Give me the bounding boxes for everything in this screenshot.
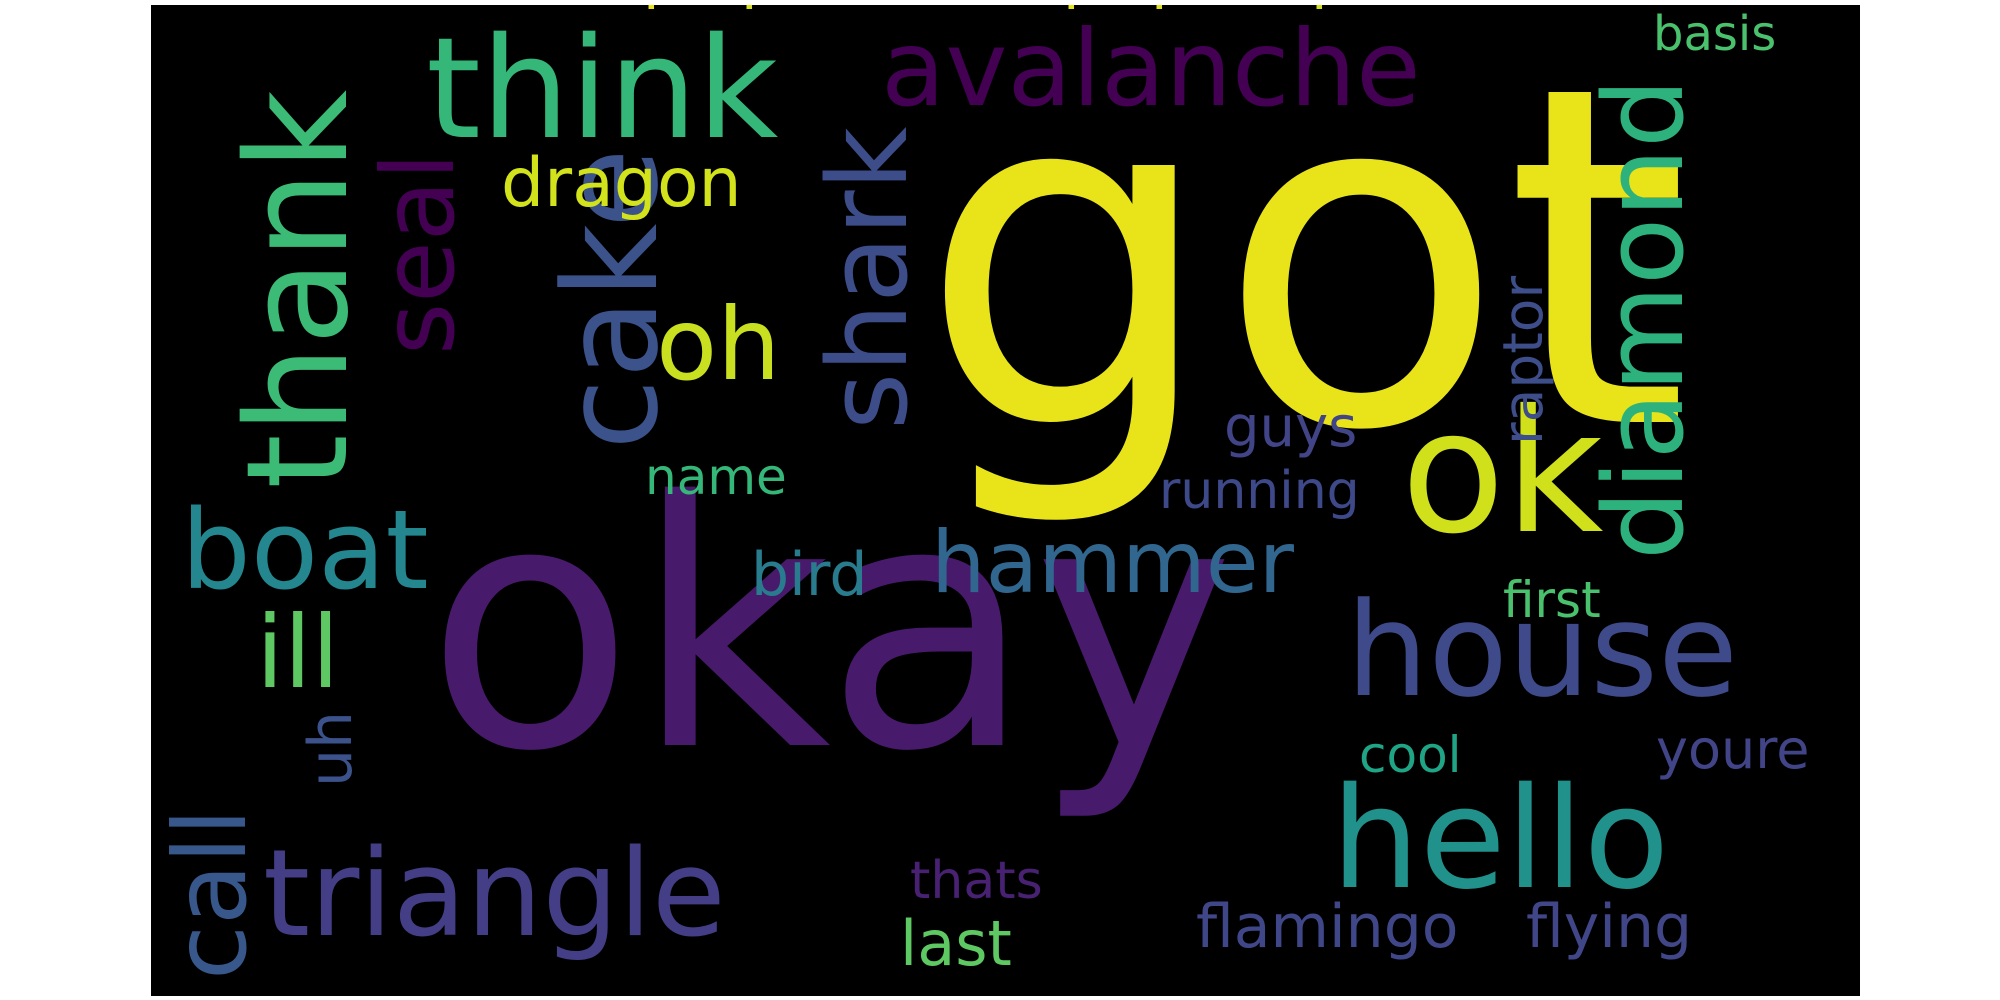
word-cloud-canvas: got okay ok think avalanche thank cake s… (151, 5, 1860, 996)
word-fragment-top-3: I (1063, 5, 1080, 19)
word-flying: flying (1526, 892, 1693, 962)
word-seal: seal (360, 152, 477, 355)
word-flamingo: flamingo (1196, 892, 1459, 962)
word-running: running (1159, 461, 1360, 521)
word-hammer: hammer (931, 513, 1295, 613)
word-fragment-top-1: I (643, 5, 660, 19)
word-shark: shark (804, 126, 932, 430)
word-triangle: triangle (263, 825, 726, 964)
word-last: last (900, 907, 1012, 980)
word-oh: oh (656, 286, 781, 403)
word-fragment-top-4: I (1151, 5, 1168, 19)
word-boat: boat (181, 486, 429, 614)
word-fragment-top-2: I (741, 5, 758, 19)
word-basis: basis (1653, 6, 1777, 62)
word-house: house (1346, 574, 1739, 726)
word-guys: guys (1224, 395, 1358, 460)
word-cool: cool (1359, 726, 1462, 784)
word-okay: okay (426, 430, 1235, 826)
word-diamond: diamond (1580, 78, 1708, 560)
word-avalanche: avalanche (881, 8, 1421, 130)
word-ill: ill (256, 594, 340, 711)
word-hello: hello (1331, 758, 1670, 921)
word-name: name (645, 448, 787, 506)
word-call: call (152, 808, 269, 980)
word-dragon: dragon (501, 144, 742, 223)
word-bird: bird (751, 540, 868, 610)
word-think: think (426, 8, 779, 171)
word-raptor: raptor (1491, 275, 1555, 445)
word-got: got (919, 5, 1690, 533)
word-thats: thats (910, 851, 1043, 911)
word-first: first (1503, 571, 1601, 629)
word-ok: ok (1401, 374, 1604, 572)
word-thank: thank (217, 89, 380, 489)
word-fragment-top-5: I (1311, 5, 1328, 19)
word-uh: uh (296, 710, 366, 787)
word-youre: youre (1656, 718, 1810, 781)
